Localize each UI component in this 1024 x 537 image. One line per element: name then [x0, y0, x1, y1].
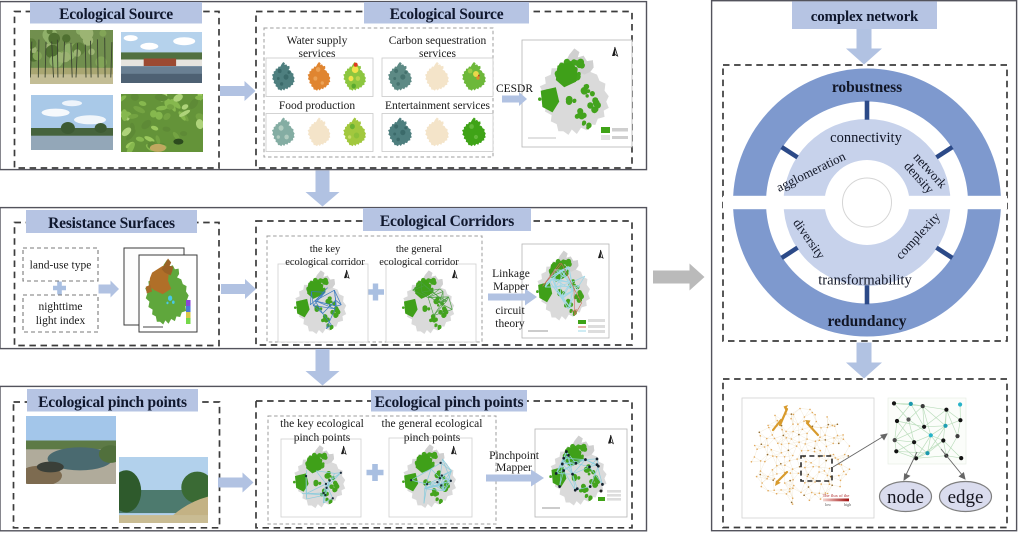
svg-text:Ecological Corridors: Ecological Corridors — [380, 213, 514, 230]
svg-text:the key ecological: the key ecological — [280, 418, 364, 430]
svg-text:The flux of the: The flux of the — [823, 493, 850, 498]
svg-text:services: services — [298, 48, 336, 60]
svg-text:the general: the general — [396, 244, 442, 255]
svg-text:transformability: transformability — [818, 273, 912, 289]
svg-text:Pinchpoint: Pinchpoint — [489, 450, 540, 462]
svg-text:Resistance Surfaces: Resistance Surfaces — [48, 215, 175, 232]
svg-text:circuit: circuit — [495, 305, 525, 317]
svg-text:Mapper: Mapper — [493, 281, 529, 293]
svg-text:Linkage: Linkage — [492, 268, 530, 280]
svg-text:CESDR: CESDR — [496, 83, 533, 95]
svg-text:theory: theory — [495, 318, 525, 330]
svg-text:pinch points: pinch points — [294, 432, 351, 444]
svg-text:robustness: robustness — [832, 79, 902, 96]
svg-text:Mapper: Mapper — [496, 462, 532, 474]
svg-text:Ecological Source: Ecological Source — [390, 6, 504, 23]
svg-text:Ecological pinch points: Ecological pinch points — [38, 394, 187, 411]
svg-text:node: node — [887, 487, 924, 508]
svg-text:ecological corridor: ecological corridor — [379, 257, 459, 268]
svg-text:Food production: Food production — [279, 100, 356, 112]
svg-text:high: high — [844, 502, 851, 507]
svg-text:edge: edge — [948, 487, 984, 508]
svg-text:the general ecological: the general ecological — [382, 418, 483, 430]
svg-text:light index: light index — [36, 315, 86, 327]
svg-text:connectivity: connectivity — [830, 130, 902, 146]
svg-text:Ecological pinch points: Ecological pinch points — [375, 394, 524, 411]
svg-text:ecological corridor: ecological corridor — [285, 257, 365, 268]
svg-text:land-use type: land-use type — [30, 260, 92, 272]
svg-text:nighttime: nighttime — [38, 301, 82, 313]
svg-text:Water supply: Water supply — [287, 35, 348, 47]
svg-text:pinch points: pinch points — [404, 432, 461, 444]
svg-text:redundancy: redundancy — [828, 313, 907, 330]
svg-text:Carbon sequestration: Carbon sequestration — [389, 35, 487, 47]
svg-text:the key: the key — [310, 244, 341, 255]
svg-text:Ecological Source: Ecological Source — [59, 6, 173, 23]
svg-text:low: low — [825, 502, 831, 507]
svg-text:Entertainment services: Entertainment services — [385, 100, 491, 112]
svg-text:services: services — [419, 48, 457, 60]
svg-text:complex network: complex network — [811, 9, 919, 25]
